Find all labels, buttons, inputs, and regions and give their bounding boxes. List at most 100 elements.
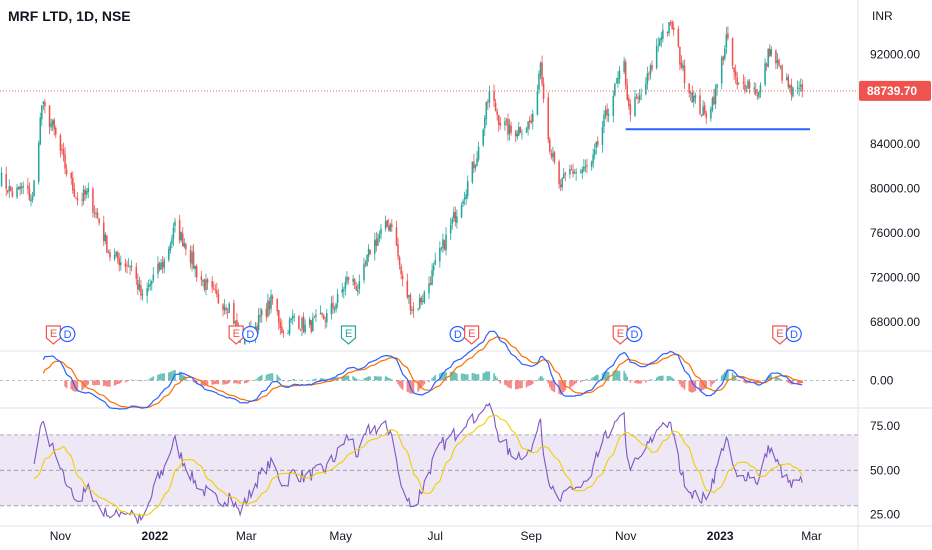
candle-body bbox=[389, 224, 392, 232]
macd-histogram-bar bbox=[161, 373, 164, 381]
macd-histogram-bar bbox=[531, 380, 534, 384]
macd-histogram-bar bbox=[527, 380, 529, 387]
candle-body bbox=[539, 63, 542, 76]
macd-histogram-bar bbox=[308, 379, 311, 381]
macd-histogram-bar bbox=[798, 380, 800, 384]
macd-histogram-bar bbox=[116, 380, 119, 385]
candle-body bbox=[391, 224, 393, 228]
macd-histogram-bar bbox=[352, 376, 354, 381]
macd-histogram-bar bbox=[612, 371, 615, 381]
candle-body bbox=[304, 324, 306, 333]
macd-histogram-bar bbox=[736, 379, 738, 381]
candle-body bbox=[171, 238, 173, 244]
macd-histogram-bar bbox=[496, 378, 498, 381]
dividend-marker[interactable]: D bbox=[59, 325, 76, 343]
earnings-marker[interactable]: E bbox=[340, 325, 357, 345]
candle-body bbox=[530, 120, 532, 123]
candle-body bbox=[367, 248, 370, 257]
candle-body bbox=[655, 46, 658, 68]
candle-body bbox=[742, 82, 745, 84]
candle-body bbox=[417, 308, 419, 310]
candle-body bbox=[76, 198, 79, 201]
macd-histogram-bar bbox=[505, 380, 508, 386]
macd-histogram-bar bbox=[668, 375, 670, 381]
macd-histogram-bar bbox=[617, 370, 619, 381]
macd-histogram-bar bbox=[768, 375, 771, 381]
macd-histogram-bar bbox=[638, 380, 641, 384]
macd-tick-label: 0.00 bbox=[870, 373, 894, 387]
candle-body bbox=[42, 101, 45, 105]
earnings-marker[interactable]: E bbox=[464, 325, 480, 345]
macd-histogram-bar bbox=[618, 370, 621, 381]
macd-histogram-bar bbox=[363, 378, 365, 381]
candle-body bbox=[562, 173, 565, 179]
candle-body bbox=[180, 231, 182, 241]
dividend-marker-shape bbox=[242, 325, 259, 343]
macd-histogram-bar bbox=[270, 373, 272, 381]
candle-body bbox=[483, 118, 486, 129]
candle-body bbox=[775, 50, 777, 64]
macd-histogram-bar bbox=[81, 380, 83, 391]
dividend-marker[interactable]: D bbox=[242, 325, 259, 343]
macd-histogram-bar bbox=[702, 380, 704, 390]
macd-histogram-bar bbox=[720, 375, 723, 381]
dividend-marker[interactable]: D bbox=[449, 325, 466, 343]
candle-body bbox=[471, 161, 474, 183]
macd-histogram-bar bbox=[657, 376, 659, 381]
candle-body bbox=[580, 171, 582, 173]
candle-body bbox=[163, 259, 165, 269]
candle-body bbox=[386, 220, 388, 227]
candle-body bbox=[516, 133, 519, 137]
candle-body bbox=[629, 104, 632, 115]
macd-histogram-bar bbox=[466, 374, 469, 381]
date-tick-label: Mar bbox=[236, 529, 257, 543]
candle-body bbox=[195, 265, 198, 278]
last-price-tag bbox=[859, 80, 931, 101]
candle-body bbox=[635, 96, 638, 98]
macd-histogram-bar bbox=[494, 375, 497, 381]
macd-histogram-bar bbox=[431, 378, 433, 381]
candle-body bbox=[748, 82, 751, 89]
candle-body bbox=[135, 266, 138, 279]
earnings-marker[interactable]: E bbox=[612, 325, 628, 345]
candle-body bbox=[118, 258, 121, 266]
candle-body bbox=[335, 303, 337, 310]
candle-body bbox=[714, 88, 717, 104]
macd-histogram-bar bbox=[573, 380, 576, 385]
candle-body bbox=[736, 77, 738, 85]
macd-histogram-bar bbox=[507, 380, 509, 388]
macd-histogram-bar bbox=[237, 380, 240, 384]
macd-histogram-bar bbox=[552, 380, 554, 392]
candle-body bbox=[72, 177, 74, 191]
candle-body bbox=[504, 121, 506, 126]
macd-histogram-bar bbox=[711, 380, 714, 385]
earnings-marker[interactable]: E bbox=[45, 325, 62, 345]
macd-histogram-bar bbox=[104, 380, 107, 386]
macd-histogram-bar bbox=[367, 376, 370, 381]
dividend-marker[interactable]: D bbox=[626, 325, 643, 343]
candle-body bbox=[553, 151, 556, 163]
candle-body bbox=[508, 124, 511, 134]
candle-body bbox=[683, 65, 686, 84]
macd-histogram-bar bbox=[672, 378, 675, 381]
macd-histogram-bar bbox=[593, 376, 596, 381]
macd-histogram-bar bbox=[508, 380, 511, 388]
earnings-marker[interactable]: E bbox=[228, 325, 244, 345]
macd-histogram-bar bbox=[637, 380, 639, 384]
candle-body bbox=[510, 125, 512, 133]
candle-body bbox=[420, 297, 423, 303]
macd-histogram-bar bbox=[85, 380, 88, 386]
earnings-marker[interactable]: E bbox=[772, 325, 788, 345]
candle-body bbox=[434, 259, 436, 265]
candle-body bbox=[39, 117, 42, 145]
macd-histogram-bar bbox=[734, 377, 737, 381]
macd-histogram-bar bbox=[688, 380, 690, 392]
macd-histogram-bar bbox=[118, 380, 121, 384]
macd-histogram-bar bbox=[95, 380, 97, 386]
macd-histogram-bar bbox=[680, 380, 683, 387]
macd-histogram-bar bbox=[389, 378, 392, 381]
candle-body bbox=[299, 328, 302, 330]
dividend-marker[interactable]: D bbox=[785, 325, 802, 343]
macd-histogram-bar bbox=[378, 376, 381, 381]
